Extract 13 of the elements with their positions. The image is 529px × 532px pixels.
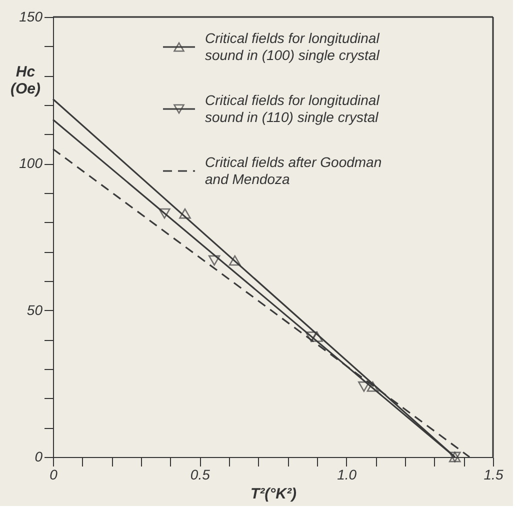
y-tick-label: 100 [19,155,43,172]
y-tick-label: 0 [34,448,43,464]
y-tick-label: 50 [26,302,43,318]
y-tick-label: 150 [19,8,43,24]
y-axis-title: Hc (Oe) [10,64,41,98]
x-axis-title: T²(°K²) [250,486,296,502]
x-tick-label: 1.0 [337,466,357,482]
legend-label: Critical fields for longitudinal sound in (110) single crystal [205,92,380,125]
legend-label: Critical fields after Goodman and Mendoza [205,154,382,187]
x-tick-label: 0 [50,466,58,482]
x-tick-label: 1.5 [484,466,504,482]
legend-label: Critical fields for longitudinal sound in (100) single crystal [205,30,380,63]
x-tick-label: 0.5 [190,466,210,482]
